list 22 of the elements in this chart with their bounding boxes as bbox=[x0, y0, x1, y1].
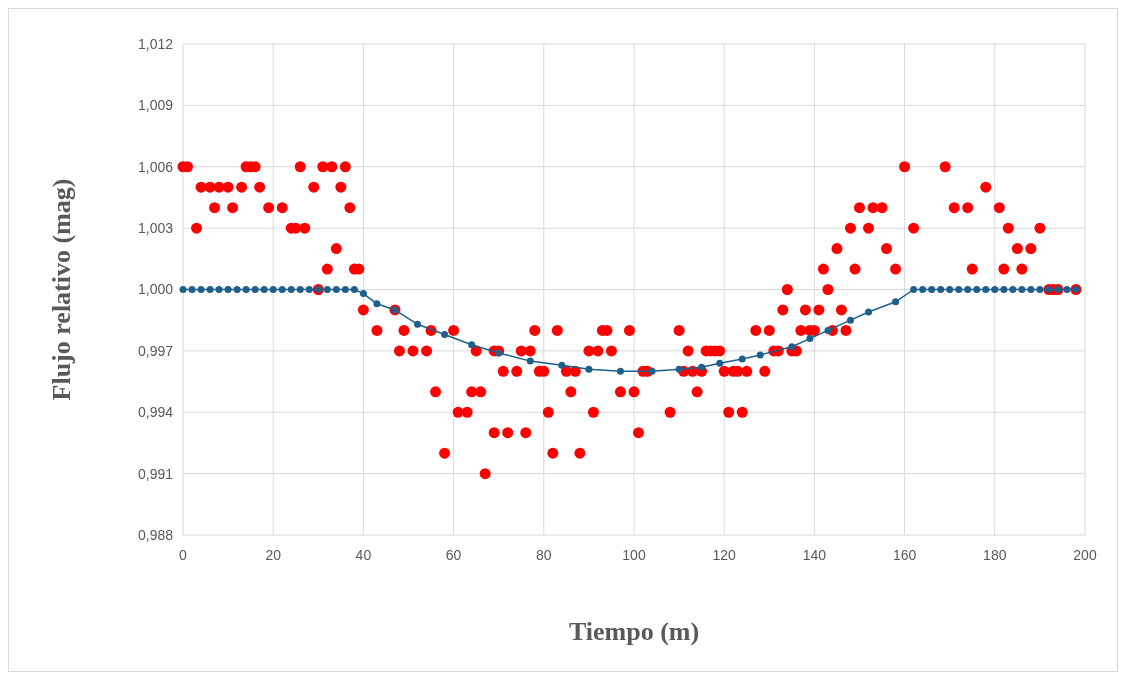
x-tick-label: 60 bbox=[445, 547, 462, 563]
x-tick-label: 140 bbox=[802, 547, 827, 563]
x-tick-label: 0 bbox=[179, 547, 188, 563]
x-tick-label: 100 bbox=[622, 547, 646, 563]
y-axis-title: Flujo relativo (mag) bbox=[47, 178, 76, 401]
y-tick-label: 1,012 bbox=[137, 35, 174, 52]
x-tick-label: 180 bbox=[983, 547, 1007, 563]
x-axis-title: Tiempo (m) bbox=[568, 617, 700, 646]
x-tick-label: 160 bbox=[892, 547, 917, 563]
x-tick-label: 40 bbox=[355, 547, 372, 563]
y-tick-label: 0,997 bbox=[137, 342, 174, 359]
y-tick-label: 1,000 bbox=[137, 281, 174, 298]
x-tick-label: 80 bbox=[536, 547, 552, 563]
x-tick-label: 20 bbox=[265, 547, 282, 563]
y-tick-label: 1,006 bbox=[137, 158, 174, 175]
y-tick-label: 1,009 bbox=[137, 97, 174, 114]
y-tick-label: 0,988 bbox=[137, 526, 174, 543]
x-tick-label: 200 bbox=[1073, 547, 1097, 563]
x-tick-label: 120 bbox=[712, 547, 737, 563]
y-tick-label: 0,994 bbox=[137, 404, 174, 421]
y-tick-label: 1,003 bbox=[137, 220, 174, 237]
y-tick-label: 0,991 bbox=[137, 465, 174, 482]
